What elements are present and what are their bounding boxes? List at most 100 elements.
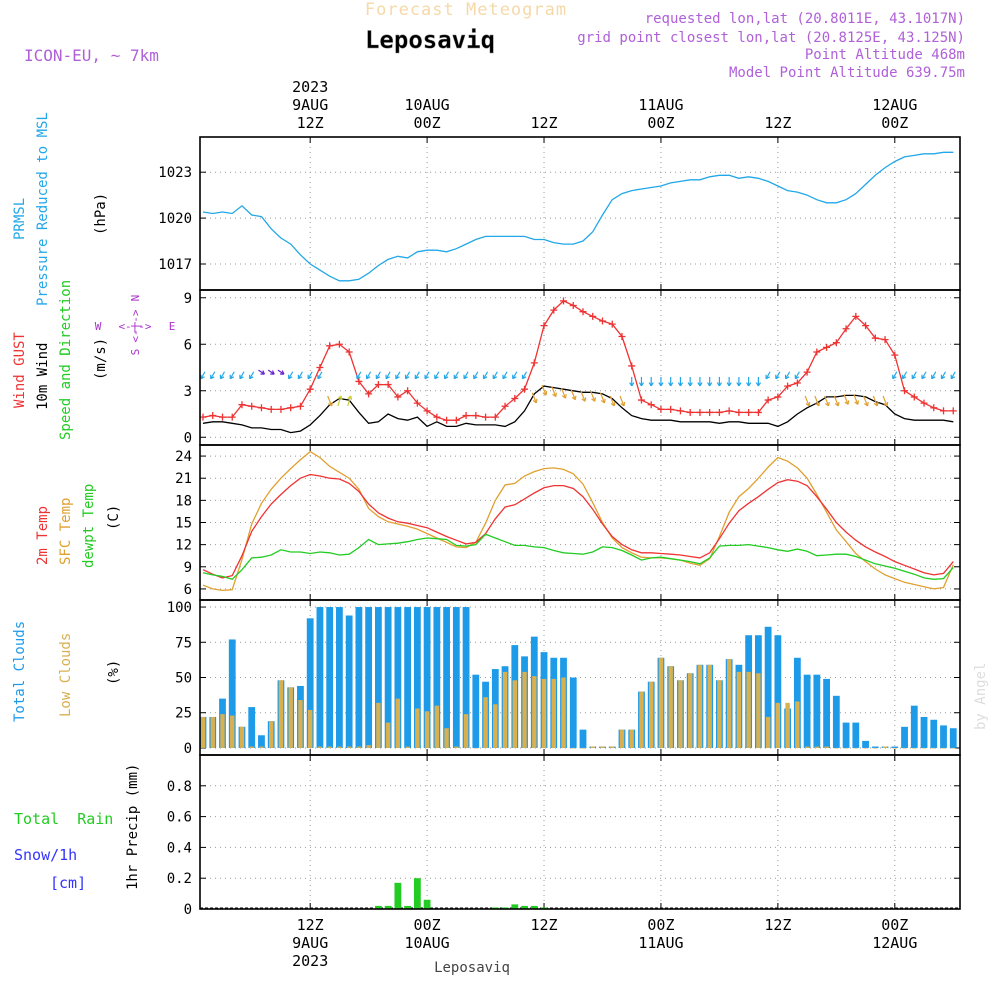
total-cloud-bar [764, 626, 772, 748]
legend-snow-unit: [cm] [50, 874, 86, 892]
wind-arrow-head [668, 382, 674, 387]
precip-legend: Total Rain Snow/1h [cm] 1hr Precip (mm) [14, 764, 141, 892]
wind-arrow-head [794, 374, 800, 380]
low-cloud-bar [756, 673, 761, 748]
y-tick-label: 6 [184, 337, 192, 353]
wind-arrow-head [921, 374, 926, 380]
low-cloud-bar [580, 747, 586, 749]
total-cloud-bar [920, 716, 928, 748]
low-cloud-bar [931, 747, 936, 749]
gust-marker [618, 333, 626, 340]
wind-arrow-head [707, 382, 713, 387]
low-cloud-bar [873, 747, 878, 749]
wind-arrow-head [697, 382, 703, 387]
y-tick-label: 50 [175, 671, 192, 687]
wind-arrow-head [453, 374, 459, 380]
low-cloud-bar [307, 709, 313, 748]
y-tick-label: 24 [175, 449, 192, 465]
bottom-time-label: 12Z [297, 916, 324, 934]
gust-marker [540, 322, 548, 330]
rain-bar [374, 905, 382, 909]
total-cloud-bar [384, 607, 392, 748]
low-cloud-bar [561, 677, 566, 748]
wind-direction-arrow [502, 371, 508, 380]
low-cloud-bar [571, 747, 576, 749]
wind-direction-arrow [940, 371, 947, 380]
wind-direction-arrow [814, 395, 820, 407]
legend-low-clouds: Low Clouds [58, 633, 74, 717]
low-cloud-bar [366, 745, 371, 748]
wind-arrow-head [239, 374, 244, 380]
wind-direction-arrow [434, 371, 440, 380]
gust-marker [832, 339, 840, 347]
clouds-legend: Total Clouds Low Clouds (%) [12, 621, 122, 722]
compass-w: W [95, 320, 102, 333]
gust-marker [940, 407, 948, 415]
gust-marker [852, 312, 860, 320]
legend-pressure-unit: (hPa) [93, 193, 109, 235]
wind-direction-arrow [902, 371, 908, 380]
total-cloud-bar [433, 607, 441, 748]
total-cloud-bar [336, 607, 343, 748]
wind-arrow-head [629, 382, 635, 387]
low-cloud-bar [483, 697, 488, 748]
gust-marker [521, 385, 529, 393]
gust-marker [209, 412, 217, 420]
model-altitude: Model Point Altitude 639.75m [729, 65, 965, 81]
gust-marker [823, 343, 831, 351]
gust-marker [365, 390, 373, 398]
low-cloud-bar [863, 747, 868, 749]
legend-prmsl-desc: Pressure Reduced to MSL [35, 112, 51, 306]
gust-marker [608, 320, 616, 328]
wind-arrow-head [502, 374, 507, 380]
pressure-panel: 1017 1020 1023 [158, 136, 961, 291]
bottom-time-label: 11AUG [638, 934, 683, 952]
rain-bar [394, 882, 402, 909]
top-time-label: 10AUG [405, 96, 450, 114]
legend-total-clouds: Total Clouds [12, 621, 28, 722]
gust-marker [579, 308, 587, 316]
bottom-time-label: 00Z [881, 916, 908, 934]
wind-arrow-head [940, 374, 946, 380]
wind-arrow-head [395, 374, 400, 380]
gust-marker [735, 408, 743, 416]
wind-arrow-head [385, 374, 390, 380]
gust-marker [238, 401, 246, 409]
compass-rose: N S <-|-> W <-|-> E [95, 295, 176, 356]
wind-direction-arrow [804, 395, 810, 407]
legend-total-rain: Total Rain [14, 810, 113, 828]
y-tick-label: 1020 [158, 211, 192, 227]
low-cloud-bar [824, 746, 829, 748]
compass-n: N [129, 295, 142, 302]
wind-direction-arrow [931, 371, 937, 380]
gust-marker [910, 393, 918, 401]
low-cloud-bar [551, 678, 556, 748]
bottom-location: Leposaviq [434, 960, 510, 976]
wind-arrow-head [805, 401, 811, 407]
low-cloud-bar [775, 702, 781, 748]
top-time-label: 12Z [530, 114, 557, 132]
low-cloud-bar [765, 716, 771, 748]
wind-direction-arrow [288, 371, 294, 380]
gust-marker [637, 396, 645, 404]
wind-direction-arrow [473, 371, 479, 380]
y-tick-label: 0.6 [167, 810, 192, 826]
wind-arrow-head [854, 400, 860, 405]
low-cloud-bar [590, 746, 595, 748]
legend-speed-dir: Speed and Direction [58, 280, 74, 440]
wind-direction-arrow [892, 371, 898, 380]
y-tick-label: 18 [175, 493, 192, 509]
gust-marker [404, 387, 412, 395]
top-time-label: 00Z [881, 114, 908, 132]
wind-direction-arrow [463, 371, 469, 380]
prmsl-line [202, 151, 954, 282]
gust-marker [667, 405, 675, 413]
gust-marker [676, 407, 684, 415]
low-cloud-bar [424, 711, 430, 748]
wind-direction-arrow [444, 371, 450, 380]
temperature-panel: 6 9 12 15 18 21 24 [175, 444, 961, 601]
wind-direction-arrow [775, 371, 781, 380]
low-cloud-bar [834, 747, 839, 749]
gust-marker [218, 413, 226, 421]
low-cloud-bar [892, 747, 897, 749]
